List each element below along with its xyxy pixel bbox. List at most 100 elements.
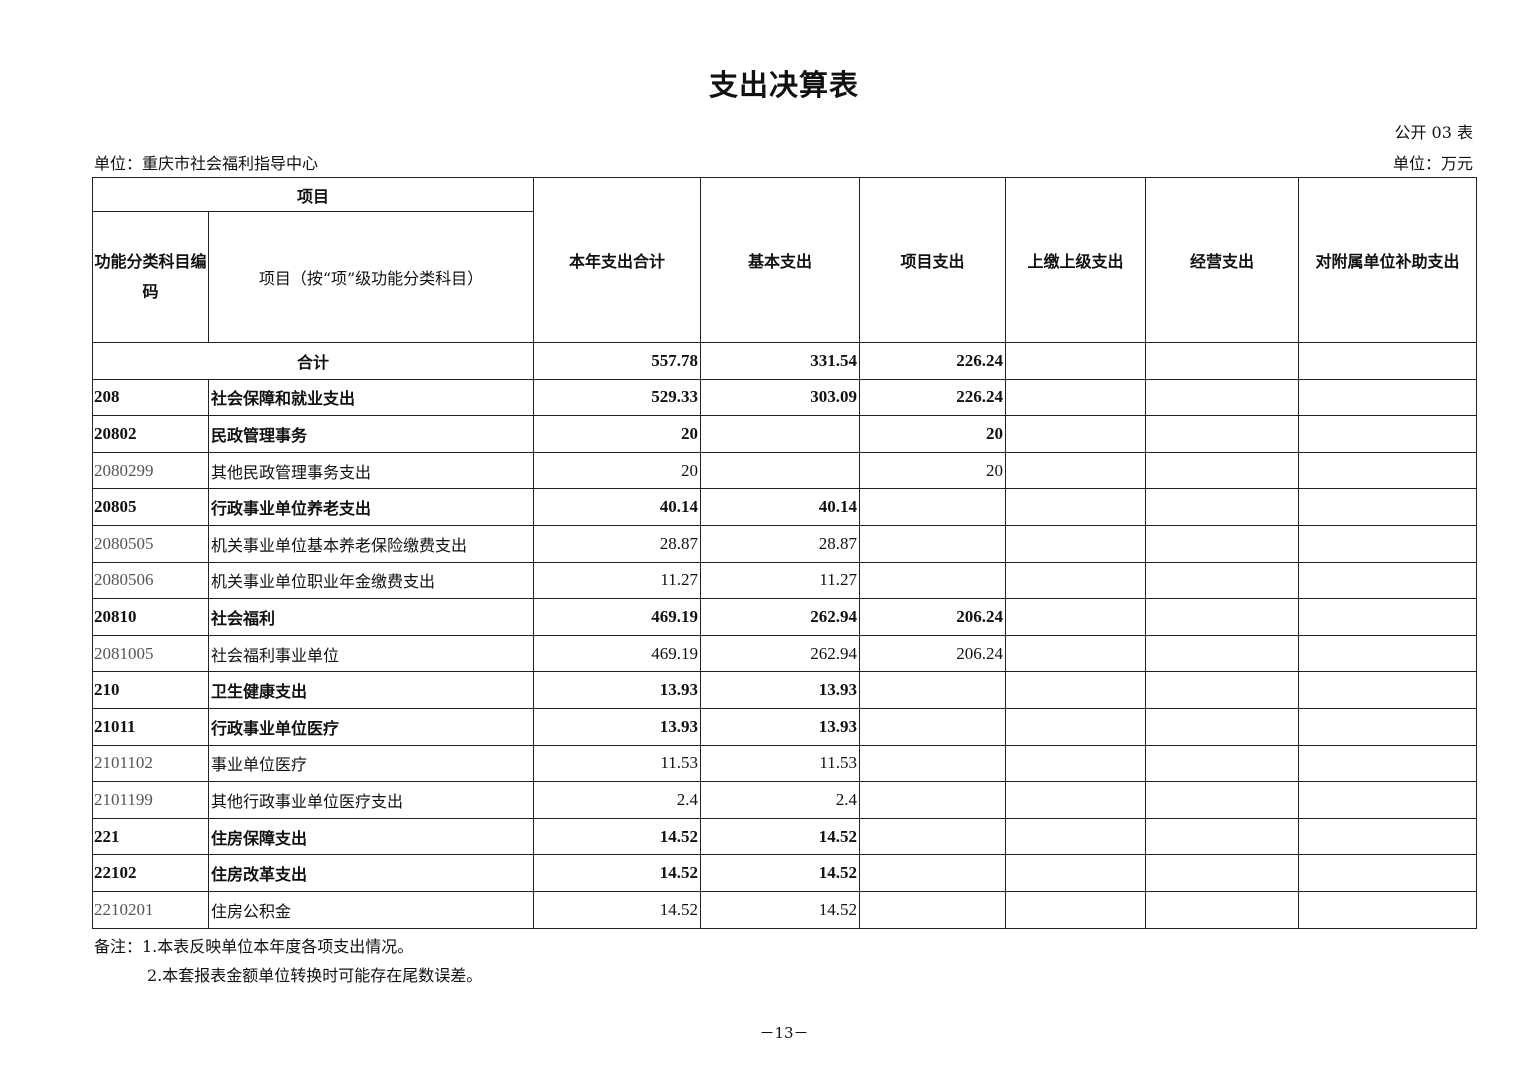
expenditure-table: 项目 本年支出合计 基本支出 项目支出 上缴上级支出 经营支出 对附属单位补助支… [91, 177, 1478, 929]
cell-basic [700, 451, 861, 490]
cell-name: 事业单位医疗 [207, 744, 535, 783]
page-number: －13－ [759, 1024, 809, 1042]
cell-total: 40.14 [533, 488, 702, 526]
cell-total: 469.19 [533, 598, 702, 636]
cell-business [1145, 524, 1300, 563]
cell-superior [1005, 890, 1147, 929]
cell-subsidy [1298, 854, 1478, 892]
cell-code: 210 [92, 671, 209, 709]
cell-superior [1005, 451, 1147, 490]
header-code: 功能分类科目编码 [92, 211, 209, 343]
cell-business [1145, 634, 1300, 673]
cell-superior [1005, 378, 1147, 417]
cell-subsidy [1298, 707, 1478, 746]
cell-basic: 14.52 [700, 890, 861, 929]
cell-subsidy [1298, 451, 1478, 490]
cell-superior [1005, 524, 1147, 563]
cell-code: 2081005 [92, 634, 209, 673]
cell-name: 卫生健康支出 [207, 671, 535, 709]
notes: 备注：1.本表反映单位本年度各项支出情况。 2.本套报表金额单位转换时可能存在尾… [94, 932, 482, 990]
total-subsidy [1298, 342, 1478, 380]
table-row: 221 住房保障支出 14.52 14.52 [92, 817, 1478, 856]
cell-total: 2.4 [533, 781, 702, 819]
cell-total: 20 [533, 451, 702, 490]
cell-project [859, 671, 1007, 709]
cell-name: 住房保障支出 [207, 817, 535, 856]
cell-subsidy [1298, 744, 1478, 783]
cell-basic: 14.52 [700, 817, 861, 856]
cell-total: 11.53 [533, 744, 702, 783]
cell-subsidy [1298, 890, 1478, 929]
table-row: 21011 行政事业单位医疗 13.93 13.93 [92, 707, 1478, 746]
unit-organization: 单位：重庆市社会福利指导中心 [94, 154, 319, 173]
cell-superior [1005, 671, 1147, 709]
cell-subsidy [1298, 415, 1478, 453]
cell-name: 住房公积金 [207, 890, 535, 929]
table-row: 22102 住房改革支出 14.52 14.52 [92, 854, 1478, 892]
cell-business [1145, 890, 1300, 929]
header-subsidy: 对附属单位补助支出 [1298, 177, 1478, 343]
cell-superior [1005, 854, 1147, 892]
total-superior [1005, 342, 1147, 380]
cell-code: 2101199 [92, 781, 209, 819]
table-row: 2080506 机关事业单位职业年金缴费支出 11.27 11.27 [92, 561, 1478, 600]
cell-name: 其他民政管理事务支出 [207, 451, 535, 490]
cell-name: 其他行政事业单位医疗支出 [207, 781, 535, 819]
cell-subsidy [1298, 634, 1478, 673]
total-project: 226.24 [859, 342, 1007, 380]
cell-basic: 40.14 [700, 488, 861, 526]
cell-name: 社会福利 [207, 598, 535, 636]
cell-total: 13.93 [533, 707, 702, 746]
cell-subsidy [1298, 598, 1478, 636]
cell-project: 206.24 [859, 598, 1007, 636]
cell-business [1145, 598, 1300, 636]
cell-project [859, 524, 1007, 563]
cell-superior [1005, 817, 1147, 856]
cell-code: 208 [92, 378, 209, 417]
cell-basic: 11.27 [700, 561, 861, 600]
cell-name: 机关事业单位职业年金缴费支出 [207, 561, 535, 600]
cell-superior [1005, 781, 1147, 819]
total-label: 合计 [91, 342, 535, 380]
cell-business [1145, 671, 1300, 709]
cell-code: 20802 [92, 415, 209, 453]
cell-business [1145, 488, 1300, 526]
cell-total: 14.52 [533, 890, 702, 929]
cell-business [1145, 744, 1300, 783]
cell-superior [1005, 707, 1147, 746]
cell-project: 20 [859, 415, 1007, 453]
cell-subsidy [1298, 781, 1478, 819]
cell-code: 20805 [92, 488, 209, 526]
header-total: 本年支出合计 [533, 177, 702, 343]
header-basic: 基本支出 [700, 177, 861, 343]
cell-business [1145, 415, 1300, 453]
cell-total: 529.33 [533, 378, 702, 417]
cell-code: 22102 [92, 854, 209, 892]
total-basic: 331.54 [700, 342, 861, 380]
cell-name: 行政事业单位医疗 [207, 707, 535, 746]
cell-total: 14.52 [533, 854, 702, 892]
cell-total: 28.87 [533, 524, 702, 563]
total-business [1145, 342, 1300, 380]
cell-name: 社会福利事业单位 [207, 634, 535, 673]
cell-total: 11.27 [533, 561, 702, 600]
cell-basic: 262.94 [700, 634, 861, 673]
cell-project [859, 854, 1007, 892]
cell-name: 行政事业单位养老支出 [207, 488, 535, 526]
page-title: 支出决算表 [708, 68, 859, 102]
note-2: 2.本套报表金额单位转换时可能存在尾数误差。 [147, 966, 483, 985]
cell-superior [1005, 634, 1147, 673]
table-row: 20810 社会福利 469.19 262.94 206.24 [92, 598, 1478, 636]
cell-total: 469.19 [533, 634, 702, 673]
cell-business [1145, 378, 1300, 417]
cell-code: 21011 [92, 707, 209, 746]
cell-subsidy [1298, 561, 1478, 600]
unit-currency: 单位：万元 [1392, 154, 1473, 173]
cell-superior [1005, 415, 1147, 453]
cell-total: 14.52 [533, 817, 702, 856]
cell-code: 2080299 [92, 451, 209, 490]
cell-superior [1005, 744, 1147, 783]
cell-superior [1005, 561, 1147, 600]
header-project: 项目支出 [859, 177, 1007, 343]
cell-subsidy [1298, 488, 1478, 526]
